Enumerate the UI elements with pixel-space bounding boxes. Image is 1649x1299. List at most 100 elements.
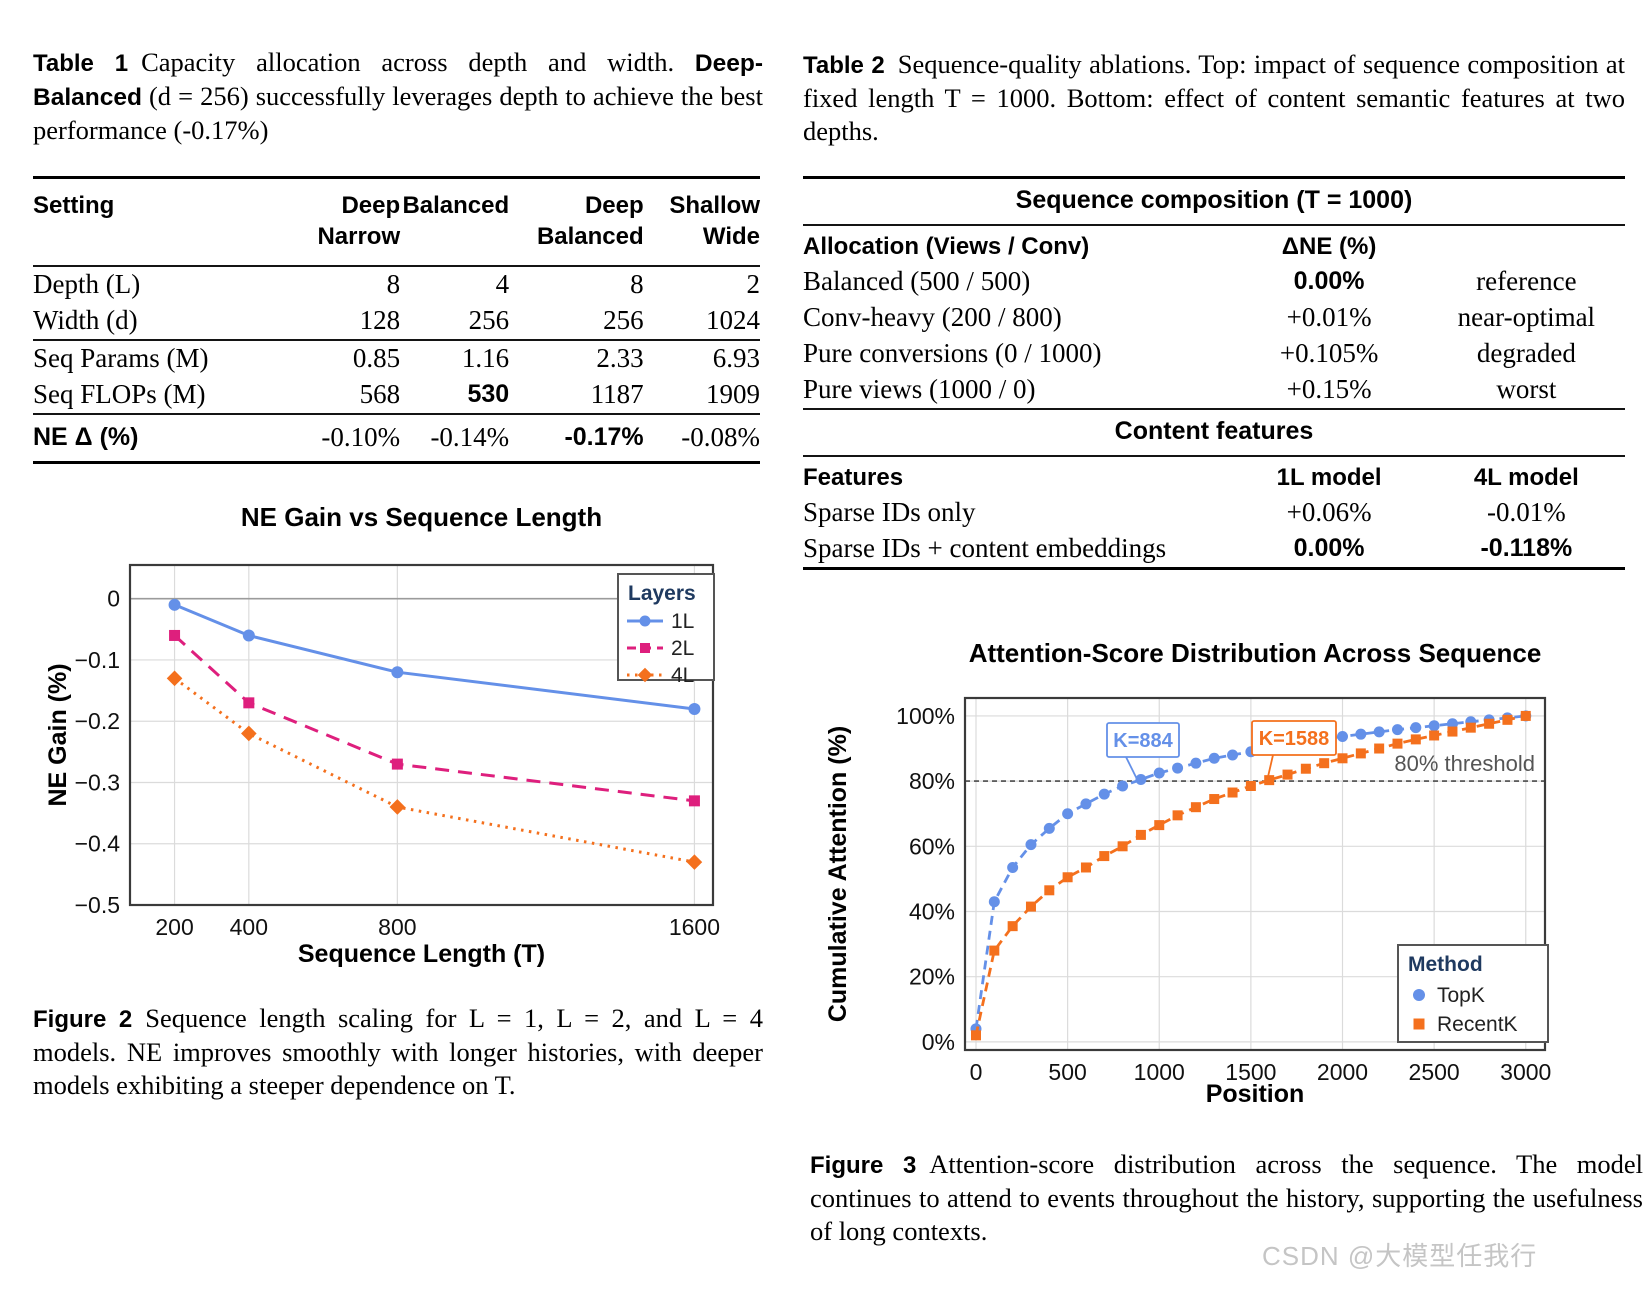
svg-text:60%: 60% <box>909 833 955 859</box>
legend-item-TopK: TopK <box>1437 984 1485 1007</box>
table-cell: ΔNE (%) <box>1281 233 1377 260</box>
table-row: NE Δ (%) -0.10% -0.14% -0.17% -0.08% <box>33 414 760 463</box>
legend-item-2L: 2L <box>671 637 694 660</box>
table-cell: worst <box>1496 374 1557 404</box>
table-cell: 2.33 <box>596 343 644 374</box>
section-title: Content features <box>1114 417 1314 445</box>
table-cell: Seq FLOPs (M) <box>33 379 206 410</box>
legend-title: Method <box>1408 953 1483 976</box>
table-cell: reference <box>1476 266 1577 296</box>
svg-text:2500: 2500 <box>1409 1059 1460 1085</box>
table-section-title: Sequence composition (T = 1000) <box>803 178 1625 226</box>
table-cell: 4L model <box>1473 464 1579 491</box>
table-cell: 6.93 <box>712 343 760 374</box>
table-cell <box>1428 225 1625 264</box>
legend-item-RecentK: RecentK <box>1437 1013 1518 1036</box>
table-cell: Balanced (500 / 500) <box>803 266 1031 296</box>
figure2-ne-gain-chart: 200 400 800 1600 0 −0.1 −0.2 −0.3 −0.4 −0.5 NE Gai… <box>44 502 720 968</box>
gridlines <box>130 565 713 906</box>
figure3-caption: Figure 3 Attention-score distribution acr… <box>810 1148 1643 1248</box>
table-cell: +0.105% <box>1279 338 1379 368</box>
table-row: Seq FLOPs (M) 568 530 1187 1909 <box>33 377 760 414</box>
table-cell: -0.08% <box>681 422 760 453</box>
table-cell: 2 <box>746 269 761 300</box>
table-cell: 128 <box>359 305 401 336</box>
table-cell: 1L model <box>1276 464 1382 491</box>
section-title: Sequence composition (T = 1000) <box>1015 186 1413 214</box>
figure3-attention-chart: 80% threshold 0 500 1000 1500 2000 2500 3000 0% 2… <box>824 638 1551 1106</box>
x-axis-label: Position <box>1206 1080 1305 1106</box>
table-cell: Balanced <box>402 192 510 219</box>
svg-text:100%: 100% <box>896 703 955 729</box>
table-header-row: Features 1L model 4L model <box>803 456 1625 495</box>
svg-text:−0.3: −0.3 <box>75 769 120 795</box>
table1-caption-text: Capacity allocation across depth and wid… <box>141 47 695 77</box>
table-cell: +0.15% <box>1286 374 1372 404</box>
table-cell: 0.00% <box>1293 267 1365 295</box>
legend: Method TopK RecentK <box>1397 944 1549 1043</box>
series-RecentK <box>970 710 1531 1041</box>
figure3-caption-text: Attention-score distribution across the … <box>810 1149 1643 1246</box>
table-cell: Deep Narrow <box>317 192 401 251</box>
table2-caption: Table 2 Sequence-quality ablations. Top: … <box>803 48 1625 148</box>
table-cell: 8 <box>386 269 401 300</box>
table2-sequence-quality-ablations: Sequence composition (T = 1000) Allocatio… <box>803 176 1625 570</box>
svg-text:20%: 20% <box>909 964 955 990</box>
legend-title: Layers <box>628 582 696 605</box>
svg-text:400: 400 <box>230 914 268 940</box>
chart-title: Attention-Score Distribution Across Sequ… <box>969 638 1542 668</box>
plot-border <box>963 696 1547 1052</box>
table2-caption-label: Table 2 <box>803 52 885 79</box>
table-cell: 0.85 <box>352 343 401 374</box>
chart-title: NE Gain vs Sequence Length <box>241 502 602 532</box>
table-cell: 8 <box>630 269 644 300</box>
figure2-caption-label: Figure 2 <box>33 1006 133 1033</box>
table-cell: -0.118% <box>1480 534 1573 562</box>
table-header-row: Allocation (Views / Conv) ΔNE (%) <box>803 225 1625 264</box>
table-cell: 1187 <box>590 379 644 410</box>
legend-item-4L: 4L <box>671 664 694 687</box>
table-cell: Depth (L) <box>33 269 141 300</box>
table-cell: -0.17% <box>564 423 644 452</box>
figure2-caption: Figure 2 Sequence length scaling for L = … <box>33 1002 763 1102</box>
svg-text:80%: 80% <box>909 768 955 794</box>
table-cell: -0.01% <box>1486 497 1566 527</box>
table-row: Sparse IDs + content embeddings 0.00% -0.1… <box>803 531 1625 569</box>
svg-text:K=1588: K=1588 <box>1259 728 1330 750</box>
plot-border <box>128 563 715 907</box>
table1-caption-bold: Deep-Balanced <box>33 50 763 111</box>
table-cell: near-optimal <box>1457 302 1596 332</box>
table-cell: Sparse IDs only <box>803 497 976 527</box>
x-axis-label: Sequence Length (T) <box>298 940 545 968</box>
series-4L <box>166 670 703 870</box>
table-cell: 1.16 <box>461 343 510 374</box>
series-2L <box>169 629 700 807</box>
table-cell: -0.14% <box>430 422 510 453</box>
threshold-label: 80% threshold <box>1394 751 1535 776</box>
table-row: Sparse IDs only +0.06% -0.01% <box>803 495 1625 531</box>
svg-text:0: 0 <box>107 586 120 612</box>
table-cell: Seq Params (M) <box>33 343 209 374</box>
svg-text:−0.5: −0.5 <box>75 892 120 918</box>
table-cell: Shallow Wide <box>669 192 760 251</box>
figure2-caption-text: Sequence length scaling for L = 1, L = 2… <box>33 1003 763 1100</box>
table-cell: 0.00% <box>1293 534 1365 562</box>
table-cell: Pure views (1000 / 0) <box>803 374 1036 404</box>
table-cell: degraded <box>1476 338 1576 368</box>
table-row: Pure views (1000 / 0) +0.15% worst <box>803 372 1625 409</box>
y-axis-label: Cumulative Attention (%) <box>824 726 852 1022</box>
table-row: Balanced (500 / 500) 0.00% reference <box>803 264 1625 300</box>
table1-caption-label: Table 1 <box>33 50 129 77</box>
table-cell: Pure conversions (0 / 1000) <box>803 338 1102 368</box>
annotation-K=884: K=884 <box>1106 722 1180 782</box>
svg-text:1500: 1500 <box>1225 1059 1276 1085</box>
table-cell: +0.06% <box>1286 497 1372 527</box>
table-cell: NE Δ (%) <box>33 423 139 452</box>
table-cell: Setting <box>33 192 115 219</box>
svg-text:500: 500 <box>1048 1059 1086 1085</box>
table-row: Width (d) 128 256 256 1024 <box>33 303 760 340</box>
table-cell: Allocation (Views / Conv) <box>803 233 1090 260</box>
y-axis-label: NE Gain (%) <box>44 663 72 806</box>
table-cell: Features <box>803 464 904 491</box>
svg-text:40%: 40% <box>909 898 955 924</box>
